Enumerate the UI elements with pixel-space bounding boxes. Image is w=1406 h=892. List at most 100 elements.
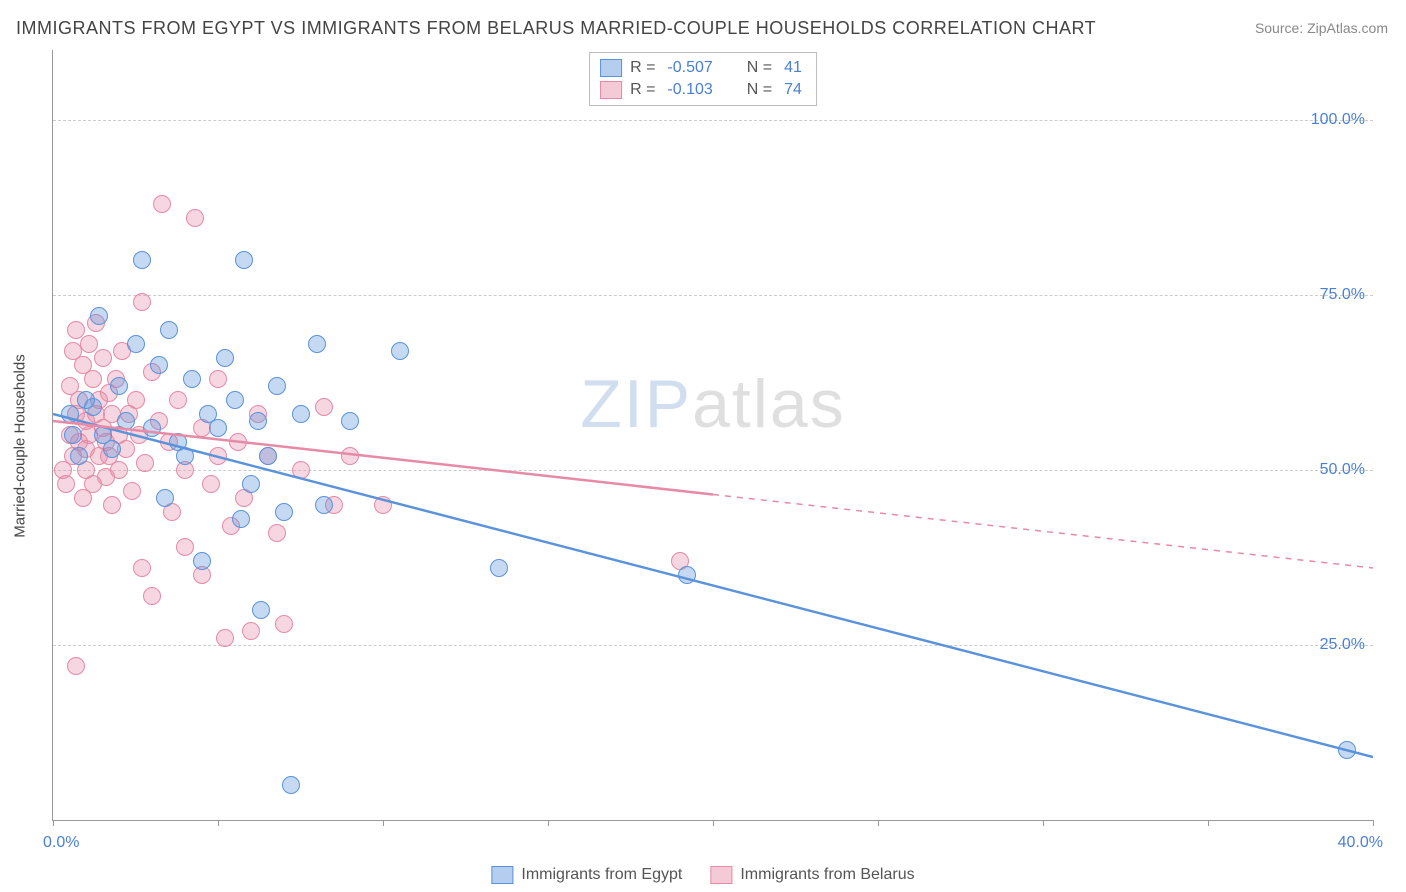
x-tick xyxy=(53,820,54,826)
legend-n-label: N = xyxy=(747,59,772,77)
scatter-point xyxy=(209,419,227,437)
scatter-point xyxy=(70,447,88,465)
scatter-point xyxy=(341,412,359,430)
x-tick xyxy=(1373,820,1374,826)
legend-row: R = -0.103 N = 74 xyxy=(600,79,806,101)
trendline-solid xyxy=(53,414,1373,757)
scatter-point xyxy=(153,195,171,213)
scatter-point xyxy=(133,251,151,269)
legend-swatch xyxy=(600,81,622,99)
legend-r-label: R = xyxy=(630,59,655,77)
scatter-point xyxy=(117,412,135,430)
scatter-point xyxy=(57,475,75,493)
scatter-point xyxy=(143,419,161,437)
scatter-point xyxy=(127,391,145,409)
scatter-point xyxy=(143,587,161,605)
scatter-point xyxy=(252,601,270,619)
scatter-point xyxy=(216,349,234,367)
source-label: Source: ZipAtlas.com xyxy=(1255,20,1388,36)
legend-series-label: Immigrants from Egypt xyxy=(521,866,682,884)
x-tick xyxy=(548,820,549,826)
trendline-dashed xyxy=(713,495,1373,569)
x-tick xyxy=(383,820,384,826)
scatter-point xyxy=(235,251,253,269)
legend-n-value: 41 xyxy=(784,59,802,77)
scatter-point xyxy=(64,426,82,444)
scatter-point xyxy=(315,496,333,514)
scatter-point xyxy=(374,496,392,514)
scatter-point xyxy=(183,370,201,388)
legend-item: Immigrants from Egypt xyxy=(491,866,682,884)
x-tick xyxy=(713,820,714,826)
scatter-point xyxy=(156,489,174,507)
x-tick xyxy=(878,820,879,826)
scatter-point xyxy=(275,503,293,521)
legend-swatch xyxy=(710,866,732,884)
gridline-h xyxy=(53,645,1373,646)
scatter-point xyxy=(232,510,250,528)
scatter-point xyxy=(193,552,211,570)
scatter-point xyxy=(308,335,326,353)
scatter-point xyxy=(202,475,220,493)
scatter-point xyxy=(103,440,121,458)
x-tick xyxy=(1208,820,1209,826)
gridline-h xyxy=(53,470,1373,471)
scatter-point xyxy=(110,377,128,395)
correlation-legend: R = -0.507 N = 41 R = -0.103 N = 74 xyxy=(589,52,817,106)
scatter-point xyxy=(341,447,359,465)
scatter-point xyxy=(678,566,696,584)
scatter-point xyxy=(490,559,508,577)
legend-n-value: 74 xyxy=(784,81,802,99)
legend-n-label: N = xyxy=(747,81,772,99)
watermark-atlas: atlas xyxy=(692,366,846,442)
y-tick-label: 100.0% xyxy=(1311,111,1365,129)
scatter-point xyxy=(176,538,194,556)
scatter-point xyxy=(169,391,187,409)
series-legend: Immigrants from Egypt Immigrants from Bel… xyxy=(491,866,914,884)
scatter-point xyxy=(136,454,154,472)
scatter-point xyxy=(67,657,85,675)
scatter-point xyxy=(249,412,267,430)
scatter-point xyxy=(226,391,244,409)
scatter-point xyxy=(1338,741,1356,759)
scatter-point xyxy=(84,370,102,388)
y-tick-label: 50.0% xyxy=(1320,461,1365,479)
scatter-point xyxy=(259,447,277,465)
legend-r-value: -0.507 xyxy=(667,59,712,77)
gridline-h xyxy=(53,120,1373,121)
watermark-zip: ZIP xyxy=(580,366,692,442)
y-tick-label: 75.0% xyxy=(1320,286,1365,304)
plot-area: ZIPatlas 0.0% 40.0% 25.0%50.0%75.0%100.0… xyxy=(52,50,1373,821)
scatter-point xyxy=(242,475,260,493)
legend-swatch xyxy=(600,59,622,77)
trend-lines-layer xyxy=(53,50,1373,820)
scatter-point xyxy=(216,629,234,647)
scatter-point xyxy=(242,622,260,640)
scatter-point xyxy=(90,307,108,325)
scatter-point xyxy=(275,615,293,633)
scatter-point xyxy=(133,293,151,311)
scatter-point xyxy=(282,776,300,794)
legend-r-label: R = xyxy=(630,81,655,99)
y-axis-title: Married-couple Households xyxy=(12,354,29,537)
scatter-point xyxy=(176,447,194,465)
scatter-point xyxy=(292,405,310,423)
scatter-point xyxy=(150,356,168,374)
scatter-point xyxy=(84,398,102,416)
watermark: ZIPatlas xyxy=(580,365,845,443)
x-axis-min-label: 0.0% xyxy=(43,834,79,852)
scatter-point xyxy=(268,377,286,395)
scatter-point xyxy=(391,342,409,360)
scatter-point xyxy=(110,461,128,479)
scatter-point xyxy=(315,398,333,416)
legend-r-value: -0.103 xyxy=(667,81,712,99)
chart-title: IMMIGRANTS FROM EGYPT VS IMMIGRANTS FROM… xyxy=(16,18,1096,39)
x-tick xyxy=(1043,820,1044,826)
scatter-point xyxy=(209,370,227,388)
scatter-point xyxy=(209,447,227,465)
x-tick xyxy=(218,820,219,826)
legend-series-label: Immigrants from Belarus xyxy=(740,866,914,884)
legend-item: Immigrants from Belarus xyxy=(710,866,914,884)
scatter-point xyxy=(268,524,286,542)
gridline-h xyxy=(53,295,1373,296)
